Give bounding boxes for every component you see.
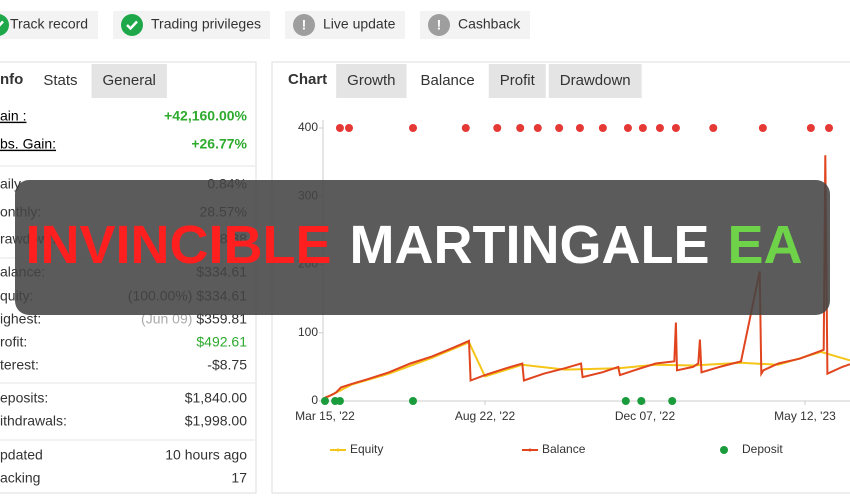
y-tick-label: 400	[298, 120, 318, 134]
stat-label: aily	[0, 176, 21, 192]
legend-label: Equity	[350, 442, 383, 456]
point	[555, 124, 564, 132]
tab-label[interactable]: General	[103, 72, 156, 89]
tab[interactable]	[488, 64, 546, 98]
badge-label: Live update	[323, 16, 396, 32]
stat-value: $492.61	[196, 334, 247, 350]
badge-icon	[121, 14, 143, 36]
check-mark	[126, 20, 138, 31]
x-tick-label: May 12, '23	[774, 409, 836, 423]
stat-label: bs. Gain:	[0, 136, 56, 152]
x-tick-label: Mar 15, '22	[295, 409, 355, 423]
badge-label: Cashback	[458, 16, 521, 32]
point	[409, 124, 417, 132]
stat-label: pdated	[0, 447, 43, 463]
banner-word: INVINCIBLE	[25, 215, 331, 275]
panel-heading: Chart	[288, 71, 327, 88]
point	[461, 124, 470, 132]
stat-value: 10 hours ago	[165, 447, 247, 463]
point	[321, 397, 329, 405]
stat-value: +42,160.00%	[164, 108, 247, 124]
badge-icon	[0, 14, 9, 36]
stat-label: eposits:	[0, 390, 48, 406]
stat-label: terest:	[0, 357, 39, 373]
stat-label: ithdrawals:	[0, 413, 67, 429]
banner	[15, 180, 830, 315]
point	[493, 124, 502, 132]
stat-value: 17	[231, 470, 247, 486]
tab[interactable]	[32, 64, 89, 98]
badge	[0, 11, 98, 39]
badge-icon	[428, 14, 450, 36]
stat-value: +26.77%	[191, 136, 247, 152]
point	[598, 124, 607, 132]
stat-value: $1,998.00	[185, 413, 247, 429]
point	[409, 397, 417, 405]
tab-label[interactable]: Balance	[421, 72, 475, 89]
badge-icon	[293, 14, 315, 36]
legend-label: Deposit	[742, 442, 783, 456]
point	[671, 124, 680, 132]
point	[516, 124, 525, 132]
point	[825, 124, 833, 132]
point	[621, 397, 630, 405]
tab[interactable]	[336, 64, 407, 98]
point	[345, 124, 353, 132]
point	[335, 397, 344, 405]
badge-label: Track record	[10, 16, 88, 32]
stat-value: -$8.75	[207, 357, 247, 373]
banner-text: INVINCIBLE MARTINGALE EA	[25, 215, 802, 275]
legend-swatch-dot	[528, 448, 532, 452]
point	[638, 124, 647, 132]
point	[575, 124, 584, 132]
plot	[321, 124, 850, 405]
tab-label[interactable]: Stats	[43, 72, 77, 89]
point	[806, 124, 815, 132]
banner-word: MARTINGALE	[350, 215, 710, 275]
legend-swatch-dot	[336, 448, 340, 452]
point	[335, 124, 344, 132]
point	[533, 124, 542, 132]
stat-label: ain :	[0, 108, 26, 124]
tab-label[interactable]: Profit	[500, 72, 536, 89]
legend-swatch	[720, 446, 728, 454]
y-tick-label: 100	[298, 325, 318, 339]
banner-word: EA	[727, 215, 802, 275]
legend-label: Balance	[542, 442, 586, 456]
tab[interactable]	[91, 64, 167, 98]
series-line	[324, 155, 850, 399]
point	[668, 397, 677, 405]
info-mark: !	[437, 17, 442, 33]
stat-label: acking	[0, 470, 40, 486]
stat-label: rofit:	[0, 334, 27, 350]
tab[interactable]	[409, 64, 486, 98]
tab-label[interactable]: Drawdown	[560, 72, 631, 89]
badge-label: Trading privileges	[151, 16, 261, 32]
point	[758, 124, 767, 132]
x-tick-label: Dec 07, '22	[615, 409, 676, 423]
y-tick-label: 0	[311, 393, 318, 407]
point	[637, 397, 646, 405]
stat-value: $1,840.00	[185, 390, 247, 406]
point	[709, 124, 718, 132]
tab-label[interactable]: Growth	[347, 72, 395, 89]
point	[655, 124, 664, 132]
check-mark	[0, 20, 4, 27]
panel-heading: nfo	[0, 71, 23, 88]
x-tick-label: Aug 22, '22	[455, 409, 516, 423]
tab[interactable]	[548, 64, 642, 98]
info-mark: !	[302, 17, 307, 33]
series-line	[324, 341, 850, 400]
point	[623, 124, 632, 132]
